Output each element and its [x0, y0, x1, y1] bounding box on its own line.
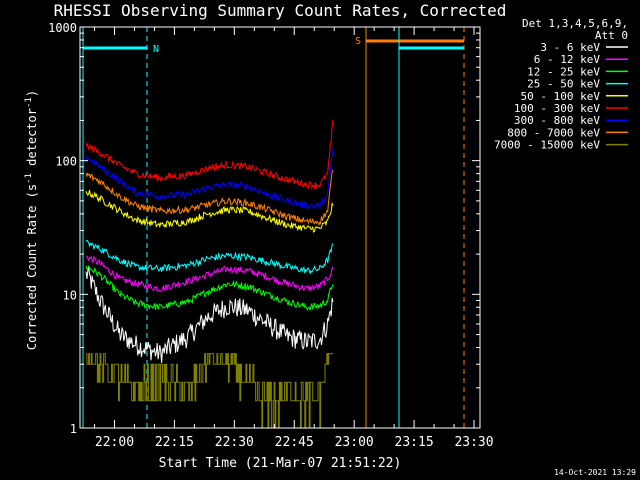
- x-tick-label-3: 22:45: [275, 435, 314, 450]
- y-tick-label-3: 1000: [48, 21, 77, 35]
- legend-label-7: 800 - 7000 keV: [507, 126, 600, 139]
- plot-frame: [79, 26, 481, 429]
- flag-marker-1: N: [146, 27, 159, 428]
- x-tick-label-5: 23:15: [395, 435, 434, 450]
- x-tick-label-6: 23:30: [454, 435, 493, 450]
- legend-header-2: Att 0: [595, 29, 628, 42]
- legend-label-4: 50 - 100 keV: [521, 90, 601, 103]
- series-line-3: [85, 239, 334, 275]
- series-line-8: [86, 353, 333, 429]
- series-line-4: [85, 189, 334, 233]
- y-tick-label-2: 100: [55, 155, 77, 169]
- y-axis-label: Corrected Count Rate (s-1 detector-1): [24, 90, 39, 350]
- x-tick-label-1: 22:15: [155, 435, 194, 450]
- x-tick-label-2: 22:30: [215, 435, 254, 450]
- legend-label-2: 12 - 25 keV: [527, 65, 600, 78]
- flag-marker-3: [398, 27, 464, 428]
- timestamp: 14-Oct-2021 13:29: [554, 468, 636, 477]
- legend-label-6: 300 - 800 keV: [514, 114, 600, 127]
- series-line-6: [85, 147, 334, 211]
- legend-header-1: Det 1,3,4,5,6,9,: [522, 17, 628, 30]
- series-line-2: [85, 265, 334, 311]
- legend-label-1: 6 - 12 keV: [534, 53, 601, 66]
- flag-marker-2: S: [355, 27, 464, 428]
- series-line-5: [85, 119, 334, 191]
- series-line-0: [85, 265, 334, 363]
- x-tick-label-4: 23:00: [335, 435, 374, 450]
- y-tick-label-1: 10: [63, 288, 77, 302]
- series-line-7: [85, 169, 334, 227]
- legend-label-5: 100 - 300 keV: [514, 102, 600, 115]
- flag-label-1: N: [153, 44, 159, 55]
- x-tick-label-0: 22:00: [95, 435, 134, 450]
- legend-label-3: 25 - 50 keV: [527, 78, 600, 91]
- legend-label-0: 3 - 6 keV: [540, 41, 600, 54]
- chart-title: RHESSI Observing Summary Count Rates, Co…: [54, 1, 507, 20]
- x-axis-label: Start Time (21-Mar-07 21:51:22): [159, 456, 402, 471]
- flag-marker-0: [82, 27, 147, 428]
- series-line-1: [85, 255, 334, 293]
- legend-label-8: 7000 - 15000 keV: [494, 139, 600, 152]
- y-tick-label-0: 1: [70, 422, 77, 436]
- flag-label-2: S: [355, 36, 361, 47]
